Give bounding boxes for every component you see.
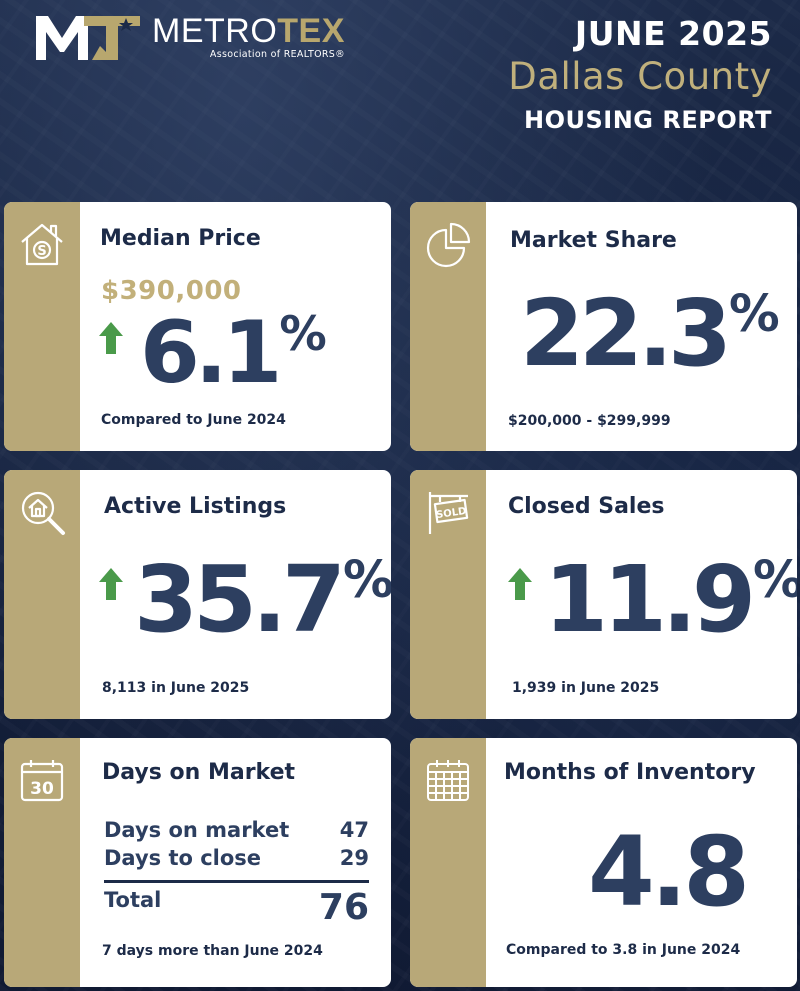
closed-sales-change: 11.9% [544,554,797,646]
house-search-icon [21,491,65,535]
sold-sign-text: SOLD [436,506,468,521]
market-share-note: $200,000 - $299,999 [508,413,671,429]
dom-row-value: 29 [339,846,369,870]
pie-chart-icon [426,222,471,268]
median-price-value: $390,000 [101,276,242,306]
days-on-market-card: 30 Days on Market Days on market 47 Days… [4,738,391,987]
active-listings-title: Active Listings [104,494,287,519]
months-inventory-note: Compared to 3.8 in June 2024 [506,942,741,958]
active-listings-note: 8,113 in June 2025 [102,680,250,696]
closed-sales-title: Closed Sales [508,494,665,519]
percent-sign: % [279,306,326,362]
arrow-up-icon [99,568,123,600]
closed-sales-note: 1,939 in June 2025 [512,680,660,696]
median-price-card: S Median Price $390,000 6.1% Compared to… [4,202,391,451]
dom-row-days-to-close: Days to close 29 [104,846,369,870]
market-share-title: Market Share [510,228,677,253]
closed-sales-change-value: 11.9 [544,546,756,653]
market-share-number: 22.3 [520,280,732,387]
logo-name-metro: METRO [152,12,278,50]
months-inventory-value: 4.8 [588,816,750,928]
arrow-up-icon [508,568,532,600]
house-dollar-icon: S [21,223,63,266]
arrow-up-icon [99,322,123,354]
report-county: Dallas County [508,55,772,98]
percent-sign: % [343,549,391,609]
days-on-market-title: Days on Market [102,760,296,785]
median-price-note: Compared to June 2024 [101,412,286,428]
report-header: JUNE 2025 Dallas County HOUSING REPORT [508,14,772,134]
mt-logo-mark [36,16,140,60]
dom-row-value: 47 [339,818,369,842]
total-label: Total [104,888,162,912]
months-inventory-title: Months of Inventory [504,760,756,785]
calendar-grid-icon [427,760,469,801]
market-share-value: 22.3% [520,288,780,380]
calendar-30-icon: 30 [20,760,64,802]
logo-subtitle: Association of REALTORS® [209,49,345,60]
closed-sales-card: SOLD Closed Sales 11.9% 1,939 in June 20… [410,470,797,719]
dom-row-days-on-market: Days on market 47 [104,818,369,842]
dom-row-total: Total 76 [104,888,369,928]
dom-row-label: Days on market [104,818,290,842]
logo-name-tex: TEX [277,12,345,50]
median-price-change: 6.1% [140,306,327,396]
median-price-change-value: 6.1 [140,303,282,403]
report-date: JUNE 2025 [574,14,772,53]
sold-sign-icon: SOLD [428,492,469,534]
svg-text:S: S [37,244,46,259]
active-listings-change-value: 35.7 [134,546,346,653]
dom-row-label: Days to close [104,846,262,870]
active-listings-card: Active Listings 35.7% 8,113 in June 2025 [4,470,391,719]
median-price-title: Median Price [100,226,261,251]
months-inventory-card: Months of Inventory 4.8 Compared to 3.8 … [410,738,797,987]
report-title: HOUSING REPORT [524,106,772,134]
days-on-market-note: 7 days more than June 2024 [102,943,323,959]
calendar-day-text: 30 [30,779,54,799]
market-share-card: Market Share 22.3% $200,000 - $299,999 [410,202,797,451]
percent-sign: % [753,549,797,609]
percent-sign: % [729,283,780,343]
active-listings-change: 35.7% [134,554,391,646]
total-value: 76 [318,887,369,928]
total-divider [104,880,369,883]
metrotex-logo: METROTEX Association of REALTORS® [34,12,345,62]
